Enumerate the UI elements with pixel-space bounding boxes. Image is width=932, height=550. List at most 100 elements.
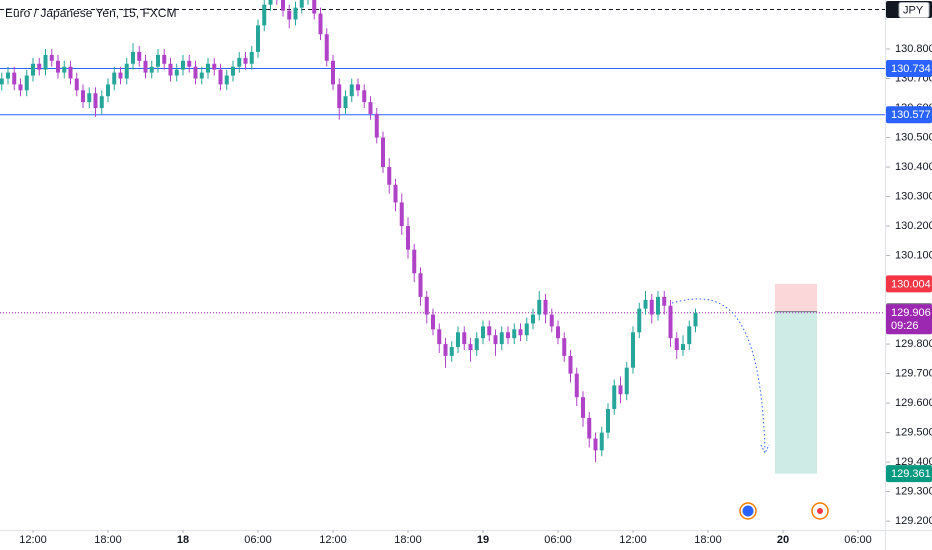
x-tick-label: 20: [777, 534, 789, 546]
forecast-arrow-head: [760, 444, 770, 455]
candle-body: [256, 25, 260, 52]
stop-badge: [886, 275, 932, 293]
candle-body: [124, 63, 129, 79]
candle-body: [68, 66, 73, 79]
candle-body: [43, 54, 48, 70]
y-tick-label: 130.800: [895, 43, 932, 55]
event-icon[interactable]: [811, 502, 829, 520]
candle-body: [681, 344, 685, 350]
y-tick-label: 129.700: [895, 368, 932, 380]
stop-badge-label: 130.004: [891, 278, 931, 290]
y-tick-label: 129.400: [895, 456, 932, 468]
candle-body: [568, 355, 573, 374]
candle-body: [612, 385, 617, 410]
candle-body: [156, 54, 160, 67]
candle-body: [674, 338, 679, 350]
candle-body: [62, 66, 67, 73]
currency-label: JPY: [903, 4, 924, 16]
candle-body: [24, 75, 29, 91]
candle-body: [424, 296, 429, 315]
candle-body: [74, 78, 79, 91]
candle-body: [393, 184, 398, 203]
candle-body: [518, 329, 523, 336]
candle-body: [149, 66, 154, 73]
candle-body: [106, 84, 110, 97]
x-tick-label: 06:00: [244, 534, 272, 546]
candle-body: [693, 312, 698, 327]
y-tick-label: 130.200: [895, 220, 932, 232]
candle-body: [593, 438, 598, 451]
x-tick-label: 18:00: [394, 534, 422, 546]
candle-body: [212, 63, 217, 70]
candle-body: [543, 299, 548, 315]
candle-body: [624, 367, 629, 395]
candle-body: [187, 60, 192, 67]
candle-body: [131, 51, 135, 64]
candle-body: [268, 0, 273, 5]
candle-body: [312, 0, 317, 14]
target-badge-label: 129.361: [891, 468, 931, 480]
candle-body: [174, 69, 179, 76]
x-tick-label: 06:00: [544, 534, 572, 546]
x-tick-label: 18: [177, 534, 189, 546]
candle-body: [637, 308, 642, 333]
candle-body: [93, 93, 98, 109]
candle-body: [656, 296, 660, 315]
candle-body: [687, 326, 692, 345]
candle-body: [631, 332, 635, 368]
candle-body: [406, 226, 410, 250]
candle-body: [81, 90, 85, 103]
candle-body: [12, 72, 17, 85]
line-badge: [886, 106, 932, 124]
candle-body: [506, 332, 510, 339]
candle-body: [412, 249, 417, 274]
candle-body: [649, 299, 654, 315]
last-price-label: 129.906: [891, 307, 931, 319]
x-tick-label: 12:00: [619, 534, 647, 546]
candle-body: [531, 314, 535, 324]
candle-body: [218, 69, 223, 85]
currency-box: [898, 1, 930, 18]
candle-body: [337, 84, 342, 109]
y-tick-label: 129.800: [895, 338, 932, 350]
target-badge: [886, 465, 932, 483]
candle-body: [524, 323, 529, 336]
candle-body: [287, 10, 292, 20]
candle-body: [599, 432, 604, 451]
x-tick-label: 12:00: [19, 534, 47, 546]
countdown-label: 09:26: [891, 320, 919, 332]
candle-body: [324, 34, 329, 61]
y-tick-label: 129.600: [895, 397, 932, 409]
y-tick-label: 130.400: [895, 161, 932, 173]
candle-body: [368, 102, 373, 114]
y-tick-label: 129.200: [895, 515, 932, 527]
candle-body: [581, 397, 585, 418]
candle-body: [37, 63, 42, 70]
candle-body: [356, 84, 360, 91]
candle-body: [468, 344, 473, 350]
candle-body: [87, 93, 92, 103]
candle-body: [462, 332, 467, 345]
candle-body: [668, 305, 673, 339]
candle-body: [549, 314, 554, 327]
candle-body: [387, 167, 392, 185]
candle-body: [487, 326, 492, 336]
candle-body: [49, 54, 54, 61]
candle-body: [168, 63, 173, 76]
candle-body: [99, 96, 104, 109]
candle-body: [206, 63, 210, 73]
plot-area: [0, 0, 885, 474]
y-tick-label: 130.100: [895, 249, 932, 261]
event-icon[interactable]: [739, 502, 757, 520]
x-tick-label: 19: [477, 534, 489, 546]
x-tick-label: 12:00: [319, 534, 347, 546]
candle-body: [6, 72, 10, 79]
candle-body: [224, 75, 229, 85]
candle-body: [281, 0, 285, 11]
candle-body: [474, 338, 479, 350]
candle-body: [318, 13, 323, 35]
y-tick-label: 130.500: [895, 131, 932, 143]
candle-body: [512, 329, 517, 339]
